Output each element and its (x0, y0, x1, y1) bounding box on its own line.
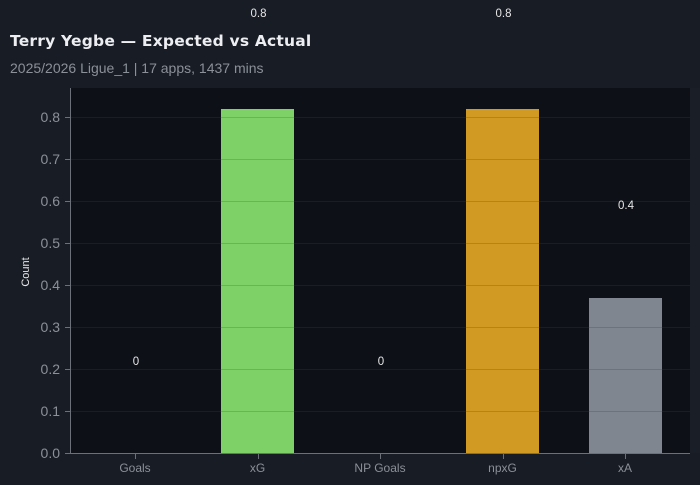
chart-subtitle: 2025/2026 Ligue_1 | 17 apps, 1437 mins (10, 60, 264, 76)
gridline (221, 284, 294, 286)
gridline (70, 327, 690, 328)
x-tick-label: xG (249, 461, 266, 475)
bar-npxg (466, 108, 539, 453)
bar-xa (588, 297, 662, 453)
y-tick-mark (65, 453, 70, 454)
y-tick-label: 0.2 (40, 361, 60, 377)
gridline (221, 158, 294, 160)
gridline (466, 326, 539, 328)
y-axis-title: Count (20, 257, 32, 287)
x-tick-mark (625, 454, 626, 459)
y-tick-mark (65, 243, 70, 244)
value-label: 0.8 (495, 8, 512, 20)
gridline (221, 326, 294, 328)
gridline (70, 117, 690, 118)
y-tick-label: 0.6 (40, 193, 60, 209)
value-label: 0.8 (250, 8, 267, 20)
gridline (466, 368, 539, 370)
y-tick-mark (65, 201, 70, 202)
x-tick-label: NP Goals (354, 461, 406, 475)
y-tick-label: 0.8 (40, 109, 60, 125)
gridline (588, 368, 662, 370)
gridline (70, 159, 690, 160)
y-tick-label: 0.5 (40, 235, 60, 251)
y-tick-mark (65, 117, 70, 118)
gridline (588, 410, 662, 412)
x-tick-mark (135, 454, 136, 459)
gridline (221, 368, 294, 370)
gridline (466, 116, 539, 118)
gridline (588, 326, 662, 328)
y-tick-mark (65, 159, 70, 160)
value-label: 0 (377, 356, 385, 368)
x-tick-label: npxG (488, 461, 517, 475)
y-tick-label: 0.0 (40, 445, 60, 461)
y-tick-mark (65, 369, 70, 370)
y-tick-mark (65, 411, 70, 412)
y-tick-label: 0.3 (40, 319, 60, 335)
x-tick-label: Goals (119, 461, 151, 475)
gridline (466, 242, 539, 244)
y-tick-label: 0.4 (40, 277, 60, 293)
gridline (70, 243, 690, 244)
gridline (221, 242, 294, 244)
y-tick-label: 0.7 (40, 151, 60, 167)
x-tick-mark (257, 454, 259, 459)
gridline (70, 201, 690, 202)
y-tick-mark (65, 285, 70, 286)
plot-area (70, 88, 690, 454)
gridline (466, 200, 539, 202)
plot-right-margin (690, 88, 700, 453)
x-tick-mark (380, 454, 381, 459)
gridline (221, 116, 294, 118)
y-axis-spine (70, 88, 71, 454)
value-label: 0 (132, 356, 140, 368)
gridline (70, 411, 690, 412)
gridline (466, 284, 539, 286)
x-tick-mark (502, 454, 504, 459)
gridline (221, 200, 294, 202)
y-tick-label: 0.1 (40, 403, 60, 419)
gridline (70, 369, 690, 370)
x-tick-label: xA (617, 461, 633, 475)
gridline (221, 410, 294, 412)
bar-xg (221, 108, 294, 453)
x-axis-spine (70, 453, 690, 454)
value-label: 0.4 (618, 199, 634, 212)
gridline (70, 285, 690, 286)
gridline (466, 410, 539, 412)
gridline (466, 158, 539, 160)
y-tick-mark (65, 327, 70, 328)
chart-title: Terry Yegbe — Expected vs Actual (10, 32, 312, 50)
